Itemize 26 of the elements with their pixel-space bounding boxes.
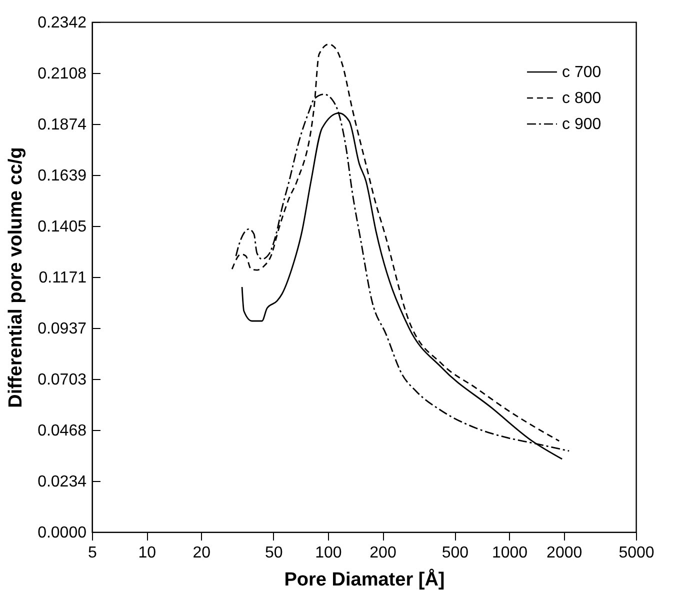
x-tick-label: 5: [88, 544, 98, 562]
legend-label: c 800: [562, 90, 602, 107]
y-tick-label: 0.1171: [38, 270, 87, 286]
x-tick-label: 500: [442, 544, 469, 562]
y-axis-title: Differential pore volume cc/g: [6, 147, 27, 408]
x-tick-label: 50: [264, 544, 283, 562]
x-tick-label: 2000: [546, 544, 582, 562]
y-tick-label: 0.1874: [38, 116, 87, 134]
y-tick-label: 0.1405: [38, 218, 87, 236]
y-tick-label: 0.0234: [38, 474, 87, 491]
x-axis-title: Pore Diamater [Å]: [284, 568, 445, 590]
y-tick-label: 0.0000: [38, 524, 87, 542]
x-tick-label: 10: [138, 544, 156, 562]
x-tick-label: 5000: [618, 544, 654, 562]
legend-label: c 900: [562, 116, 602, 133]
y-tick-label: 0.0937: [38, 320, 87, 338]
x-tick-label: 200: [370, 544, 396, 562]
y-tick-label: 0.0703: [38, 371, 87, 388]
y-tick-label: 0.0468: [38, 422, 87, 440]
legend-label: c 700: [562, 64, 602, 81]
x-tick-label: 100: [315, 544, 342, 562]
y-tick-label: 0.2108: [38, 65, 87, 82]
y-tick-label: 0.1639: [38, 168, 87, 185]
y-tick-label: 0.2342: [38, 14, 87, 32]
x-tick-label: 20: [192, 544, 211, 562]
x-tick-label: 1000: [492, 544, 528, 562]
